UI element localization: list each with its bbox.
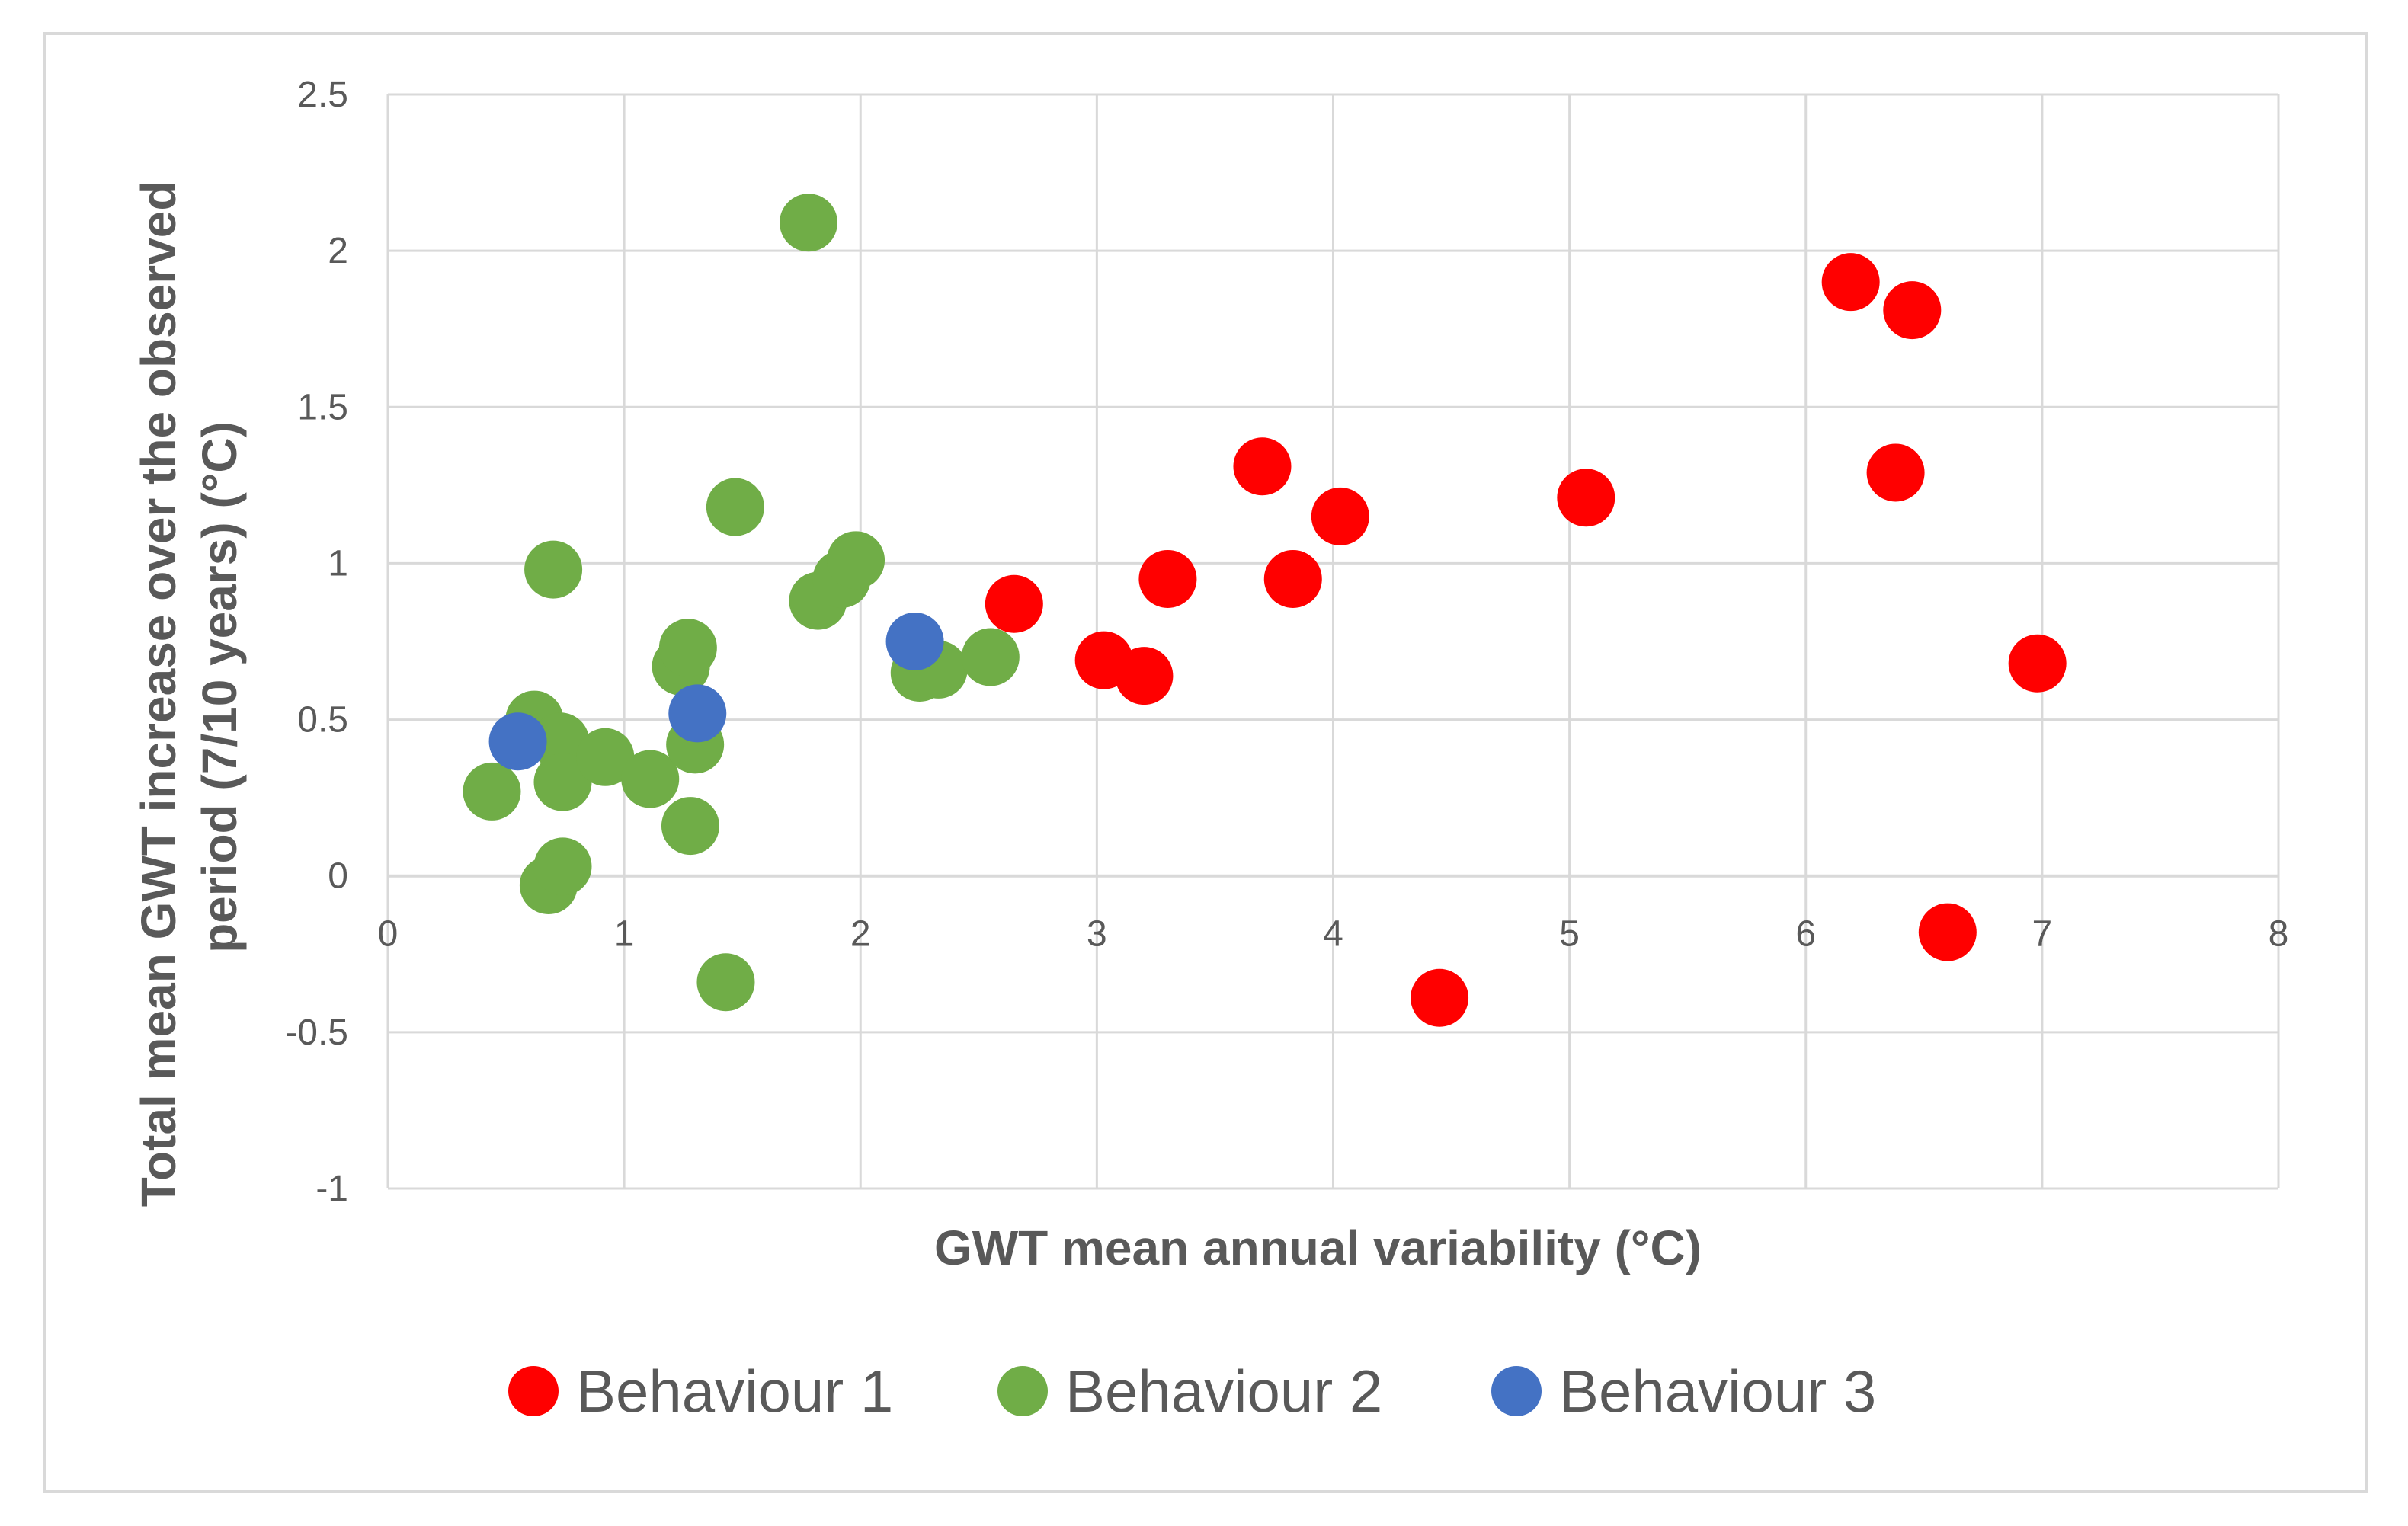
series-2-points	[463, 194, 1020, 1012]
data-point	[1821, 253, 1880, 312]
data-point	[1138, 549, 1197, 608]
legend-label: Behaviour 2	[1065, 1358, 1382, 1425]
x-tick-label: 5	[1559, 914, 1580, 955]
data-point	[2008, 634, 2067, 693]
legend-item-2: Behaviour 2	[997, 1358, 1382, 1425]
x-tick-label: 8	[2269, 914, 2289, 955]
y-tick-label: 0	[328, 856, 348, 897]
data-points	[463, 194, 2067, 1027]
y-tick-label: 2	[328, 231, 348, 271]
data-point	[1557, 469, 1615, 527]
chart-frame: -1 -0.5 0 0.5 1 1.5 2 2.5 0 1 2 3 4 5 6 7 8 GWT mean ann…	[43, 32, 2368, 1493]
legend: Behaviour 1 Behaviour 2 Behaviour 3	[508, 1358, 1876, 1425]
tick-labels: -1 -0.5 0 0.5 1 1.5 2 2.5 0 1 2 3 4 5 6 7 8	[285, 75, 2288, 1209]
x-tick-label: 3	[1087, 914, 1107, 955]
data-point	[533, 837, 592, 896]
data-point	[1233, 437, 1292, 496]
x-tick-label: 1	[614, 914, 635, 955]
grid-lines	[386, 93, 2280, 1190]
legend-marker	[1491, 1366, 1542, 1416]
data-point	[1115, 647, 1174, 705]
x-tick-label: 7	[2032, 914, 2053, 955]
x-tick-label: 4	[1323, 914, 1343, 955]
legend-item-1: Behaviour 1	[508, 1358, 893, 1425]
legend-marker	[508, 1366, 559, 1416]
data-point	[827, 531, 885, 590]
x-tick-label: 0	[378, 914, 399, 955]
data-point	[1866, 443, 1925, 502]
x-tick-label: 6	[1795, 914, 1816, 955]
data-point	[463, 762, 521, 821]
data-point	[780, 194, 838, 252]
data-point	[1411, 968, 1469, 1027]
y-axis-title-line-1: Total mean GWT increase over the observe…	[131, 181, 186, 1208]
data-point	[658, 619, 717, 677]
y-axis-title: Total mean GWT increase over the observe…	[131, 168, 247, 1208]
y-tick-label: 0.5	[297, 700, 348, 741]
data-point	[985, 574, 1043, 633]
y-tick-label: 1.5	[297, 387, 348, 427]
y-tick-label: 1	[328, 543, 348, 584]
data-point	[661, 797, 719, 856]
data-point	[621, 750, 680, 808]
data-point	[706, 478, 764, 536]
data-point	[696, 953, 755, 1012]
data-point	[1883, 281, 1942, 340]
legend-label: Behaviour 1	[576, 1358, 893, 1425]
y-tick-label: -0.5	[285, 1013, 348, 1053]
data-point	[488, 712, 547, 771]
series-1-points	[985, 253, 2067, 1027]
legend-marker	[997, 1366, 1048, 1416]
data-point	[576, 728, 635, 786]
y-axis-title-line-2: period (7/10 years) (°C)	[192, 421, 247, 953]
x-axis-title: GWT mean annual variability (°C)	[934, 1220, 1702, 1275]
x-tick-label: 2	[850, 914, 871, 955]
data-point	[668, 684, 727, 743]
y-tick-label: 2.5	[297, 75, 348, 115]
y-tick-label: -1	[315, 1169, 348, 1209]
data-point	[961, 628, 1020, 686]
scatter-chart: -1 -0.5 0 0.5 1 1.5 2 2.5 0 1 2 3 4 5 6 7 8 GWT mean ann…	[131, 75, 2288, 1425]
data-point	[524, 540, 583, 599]
data-point	[533, 753, 592, 811]
data-point	[1311, 487, 1369, 545]
data-point	[885, 613, 944, 670]
legend-item-3: Behaviour 3	[1491, 1358, 1876, 1425]
data-point	[1918, 903, 1977, 961]
data-point	[1263, 549, 1322, 608]
legend-label: Behaviour 3	[1559, 1358, 1876, 1425]
series-3-points	[488, 613, 944, 771]
